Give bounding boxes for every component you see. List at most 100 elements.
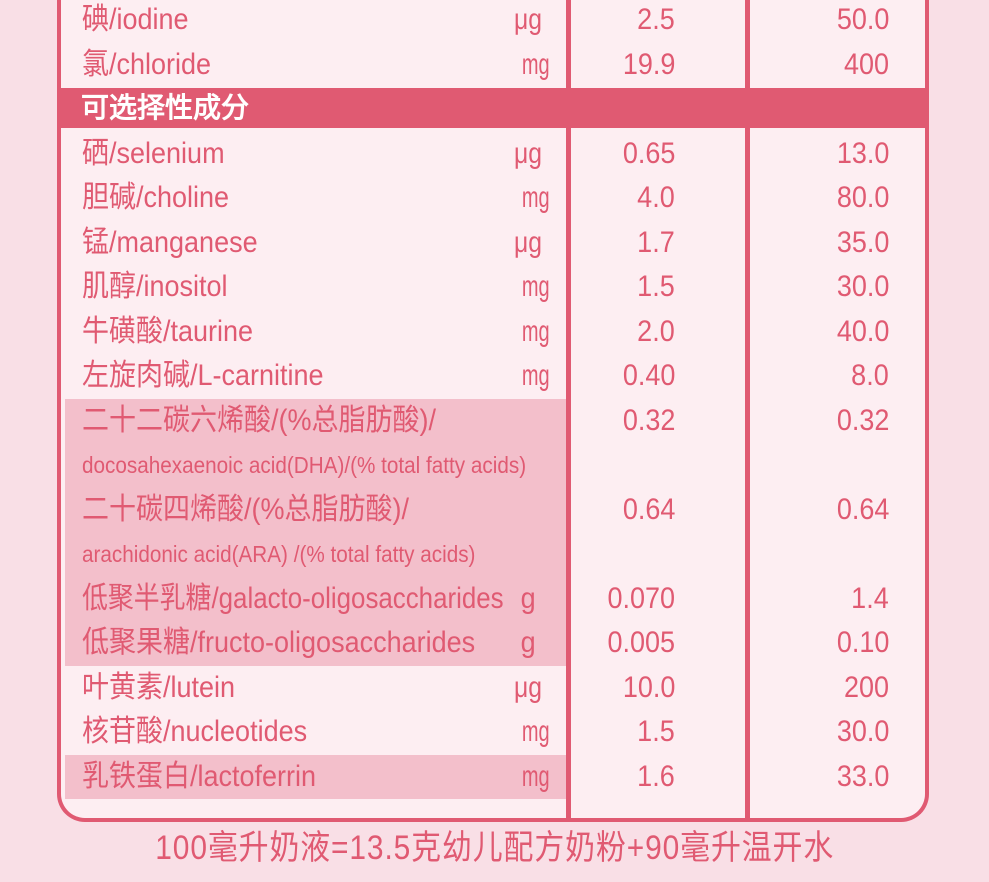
nutrient-name-text: 硒/selenium	[82, 136, 225, 170]
nutrient-name-text: 胆碱/choline	[82, 181, 230, 214]
value-per-100g: 30.0	[760, 710, 889, 754]
value-per-100g-text: 80.0	[836, 181, 889, 214]
table-row: 肌醇/inositol mg 1.5 30.0	[0, 265, 989, 309]
table-row: 左旋肉碱/L-carnitine mg 0.40 8.0	[0, 354, 989, 398]
value-per-100g: 50.0	[760, 0, 889, 42]
nutrient-name: 碘/iodine	[82, 0, 504, 42]
preparation-note-text: 100毫升奶液=13.5克幼儿配方奶粉+90毫升温开水	[155, 829, 834, 867]
row-highlight	[65, 398, 566, 488]
nutrient-name: 锰/manganese	[82, 221, 504, 265]
value-per-100g-text: 8.0	[851, 359, 889, 392]
value-per-100g: 30.0	[760, 265, 889, 309]
nutrient-unit	[508, 399, 536, 443]
value-per-100kj-text: 0.32	[622, 403, 675, 437]
nutrient-unit: mg	[508, 354, 550, 398]
nutrient-name-text: 二十二碳六烯酸/(%总脂肪酸)/	[82, 403, 436, 437]
nutrient-unit	[508, 488, 536, 532]
value-per-100kj-text: 0.64	[622, 492, 675, 526]
nutrient-name-text: 牛磺酸/taurine	[82, 314, 254, 348]
nutrient-name: 左旋肉碱/L-carnitine	[82, 354, 504, 398]
nutrient-name-text: 碘/iodine	[82, 3, 189, 36]
value-per-100kj-text: 0.40	[622, 359, 675, 392]
value-per-100g-text: 400	[843, 47, 889, 81]
value-per-100kj: 19.9	[585, 43, 675, 87]
table-row: 氯/chloride mg 19.9 400	[0, 43, 989, 87]
nutrient-unit: μg	[508, 666, 542, 710]
table-row: 核苷酸/nucleotides mg 1.5 30.0	[0, 710, 989, 754]
nutrient-unit-text: mg	[521, 270, 550, 303]
value-per-100g: 0.64	[760, 488, 889, 532]
value-per-100kj: 1.6	[585, 755, 675, 799]
column-divider	[745, 0, 750, 820]
nutrient-name-text: 锰/manganese	[82, 225, 258, 259]
value-per-100kj: 0.32	[585, 399, 675, 443]
nutrient-name-english-text: arachidonic acid(ARA) /(% total fatty ac…	[82, 541, 476, 567]
section-header-label: 可选择性成分	[81, 92, 250, 123]
nutrient-name: 乳铁蛋白/lactoferrin	[82, 755, 504, 799]
table-row: 叶黄素/lutein μg 10.0 200	[0, 666, 989, 710]
nutrient-unit-text: mg	[521, 759, 550, 793]
nutrient-name: 二十二碳六烯酸/(%总脂肪酸)/	[82, 399, 504, 443]
nutrient-unit: mg	[508, 755, 550, 799]
value-per-100g-text: 1.4	[851, 581, 889, 615]
table-row: 低聚果糖/fructo-oligosaccharides g 0.005 0.10	[0, 621, 989, 665]
value-per-100g-text: 0.64	[836, 492, 889, 526]
nutrient-unit-text: μg	[513, 225, 542, 259]
nutrient-name-text: 氯/chloride	[82, 47, 212, 81]
nutrient-unit-text: mg	[521, 47, 550, 81]
nutrient-name: 硒/selenium	[82, 132, 504, 176]
nutrient-name-text: 肌醇/inositol	[82, 270, 228, 303]
nutrient-unit-text: g	[520, 581, 536, 615]
value-per-100kj-text: 1.6	[637, 759, 675, 793]
value-per-100g: 400	[760, 43, 889, 87]
value-per-100g: 0.32	[760, 399, 889, 443]
nutrient-unit: μg	[508, 221, 542, 265]
nutrient-name: 核苷酸/nucleotides	[82, 710, 504, 754]
value-per-100kj: 1.5	[585, 710, 675, 754]
value-per-100g: 80.0	[760, 176, 889, 220]
value-per-100kj-text: 10.0	[622, 670, 675, 704]
nutrient-name-english: docosahexaenoic acid(DHA)/(% total fatty…	[82, 443, 552, 487]
value-per-100kj-text: 2.0	[637, 314, 675, 348]
value-per-100g-text: 30.0	[836, 270, 889, 303]
table-row: 低聚半乳糖/galacto-oligosaccharides g 0.070 1.4	[0, 577, 989, 621]
nutrient-unit: g	[508, 577, 536, 621]
row-highlight	[65, 754, 566, 799]
nutrient-unit: mg	[508, 710, 550, 754]
nutrient-name-text: 乳铁蛋白/lactoferrin	[82, 759, 317, 793]
nutrient-unit: mg	[508, 265, 550, 309]
value-per-100kj-text: 1.5	[637, 715, 675, 748]
nutrient-unit: g	[508, 621, 536, 665]
nutrient-name-text: 左旋肉碱/L-carnitine	[82, 359, 324, 392]
table-row-continuation: arachidonic acid(ARA) /(% total fatty ac…	[0, 532, 989, 576]
nutrient-unit: μg	[508, 0, 542, 42]
value-per-100g-text: 0.10	[836, 626, 889, 659]
nutrient-unit-text: μg	[513, 136, 542, 170]
value-per-100g-text: 40.0	[836, 314, 889, 348]
value-per-100kj: 4.0	[585, 176, 675, 220]
nutrient-unit-text: mg	[521, 181, 550, 214]
value-per-100kj: 0.65	[585, 132, 675, 176]
table-row: 二十碳四烯酸/(%总脂肪酸)/ 0.64 0.64	[0, 488, 989, 532]
nutrient-name: 牛磺酸/taurine	[82, 310, 504, 354]
nutrient-unit-text: mg	[521, 359, 550, 392]
value-per-100kj: 2.5	[585, 0, 675, 42]
column-divider	[566, 0, 571, 820]
table-row-continuation: docosahexaenoic acid(DHA)/(% total fatty…	[0, 443, 989, 487]
table-row: 二十二碳六烯酸/(%总脂肪酸)/ 0.32 0.32	[0, 399, 989, 443]
value-per-100g: 200	[760, 666, 889, 710]
nutrient-unit: μg	[508, 132, 542, 176]
value-per-100kj-text: 2.5	[637, 3, 675, 36]
nutrient-unit: mg	[508, 310, 550, 354]
value-per-100kj-text: 0.005	[607, 626, 675, 659]
value-per-100kj: 1.7	[585, 221, 675, 265]
nutrient-name: 低聚半乳糖/galacto-oligosaccharides	[82, 577, 504, 621]
value-per-100kj: 0.005	[585, 621, 675, 665]
value-per-100kj: 0.070	[585, 577, 675, 621]
value-per-100kj: 2.0	[585, 310, 675, 354]
value-per-100kj-text: 0.070	[607, 581, 675, 615]
value-per-100g: 8.0	[760, 354, 889, 398]
nutrient-name-text: 低聚半乳糖/galacto-oligosaccharides	[82, 581, 504, 615]
value-per-100kj: 10.0	[585, 666, 675, 710]
value-per-100kj-text: 0.65	[622, 136, 675, 170]
